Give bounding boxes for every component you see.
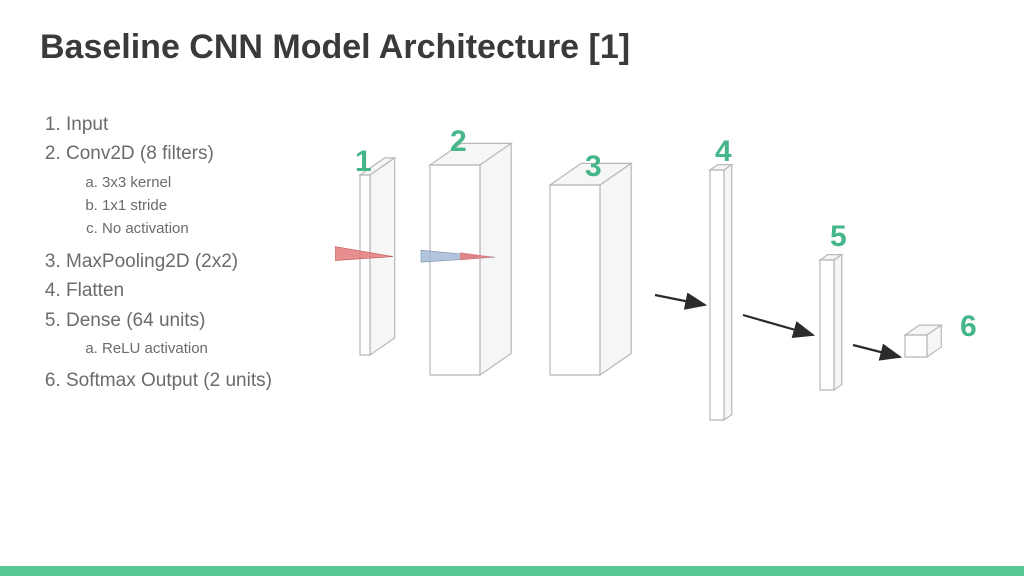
diagram-label: 4 [715,135,732,169]
layer-item: Conv2D (8 filters)3x3 kernel1x1 strideNo… [66,139,340,240]
slide-title: Baseline CNN Model Architecture [1] [40,28,630,67]
flow-arrow [853,345,900,357]
layer-subitem: 1x1 stride [102,194,340,217]
layer-item: MaxPooling2D (2x2) [66,247,340,276]
diagram-label: 1 [355,145,372,179]
diagram-label: 3 [585,150,602,184]
slide: Baseline CNN Model Architecture [1] Inpu… [0,0,1024,576]
layer-list: InputConv2D (8 filters)3x3 kernel1x1 str… [40,110,340,396]
flow-arrow [655,295,705,305]
layer-subitem: No activation [102,217,340,240]
layer-box [905,325,941,357]
diagram-label: 5 [830,220,847,254]
layer-item: Dense (64 units)ReLU activation [66,306,340,361]
architecture-diagram: 1 2 3 4 5 6 [335,95,1015,455]
layer-item: Input [66,110,340,139]
layer-box [550,163,631,375]
layer-item: Softmax Output (2 units) [66,366,340,395]
layer-item: Flatten [66,276,340,305]
layer-subitem: ReLU activation [102,337,340,360]
diagram-label: 2 [450,125,467,159]
flow-arrow [743,315,813,335]
layer-box [820,255,842,390]
layer-subitem: 3x3 kernel [102,171,340,194]
diagram-label: 6 [960,310,977,344]
layer-box [710,165,732,420]
footer-accent-bar [0,566,1024,576]
